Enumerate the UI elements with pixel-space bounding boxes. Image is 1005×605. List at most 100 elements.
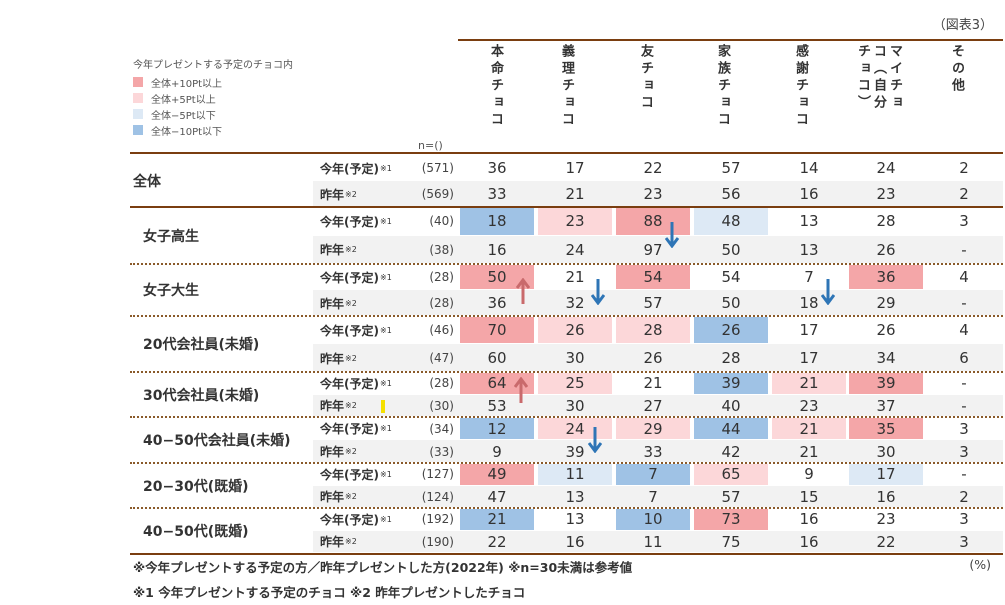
table-cell: 21 — [643, 374, 663, 393]
table-cell: 21 — [460, 509, 534, 530]
footnote-mark: ※1 — [379, 325, 392, 335]
table-cell: 49 — [460, 464, 534, 485]
group-label: 30代会社員(未婚) — [143, 387, 260, 404]
table-cell: 7 — [648, 487, 658, 506]
row-label: 昨年 ※2 — [320, 345, 357, 371]
sample-size: (40) — [429, 214, 454, 229]
row-label-text: 昨年 — [320, 187, 345, 202]
footnote-mark: ※1 — [379, 514, 392, 524]
table-cell: 13 — [565, 487, 585, 506]
footnote-mark: ※1 — [379, 163, 392, 173]
up-arrow-icon — [515, 277, 531, 304]
row-label-text: 昨年 — [320, 296, 345, 311]
table-cell: 33 — [643, 442, 663, 461]
row-label: 今年(予定) ※1 — [320, 373, 392, 394]
table-cell: 18 — [460, 208, 534, 235]
row-label-text: 昨年 — [320, 243, 345, 258]
row-label-text: 昨年 — [320, 351, 345, 366]
row-label: 昨年 ※2 — [320, 237, 357, 264]
row-label: 今年(予定) ※1 — [320, 317, 392, 343]
row-label: 今年(予定) ※1 — [320, 208, 392, 235]
table-cell: 6 — [959, 349, 969, 367]
table-cell: - — [961, 374, 967, 393]
sample-size: (34) — [429, 421, 454, 436]
table-cell: 16 — [876, 487, 896, 506]
row-label-text: 今年(予定) — [320, 512, 379, 527]
footnote-mark: ※2 — [345, 447, 357, 456]
table-cell: 7 — [616, 464, 690, 485]
row-label: 今年(予定) ※1 — [320, 156, 392, 180]
group-label: 40−50代会社員(未婚) — [143, 433, 291, 449]
row-label-text: 今年(予定) — [320, 376, 379, 391]
table-cell: - — [961, 294, 967, 312]
group-separator — [130, 263, 1003, 265]
sample-size: (127) — [421, 467, 454, 482]
row-background — [313, 235, 1003, 263]
table-cell: 18 — [799, 294, 819, 312]
legend-label: 全体+10Pt以上 — [151, 78, 223, 90]
row-background — [313, 290, 1003, 315]
table-cell: 17 — [799, 321, 819, 339]
table-cell: - — [961, 396, 967, 415]
group-separator — [130, 416, 1003, 418]
table-cell: 13 — [799, 240, 819, 259]
table-cell: 21 — [772, 418, 846, 439]
legend-item: 全体−5Pt以下 — [133, 106, 293, 122]
table-cell: 39 — [694, 373, 768, 394]
table-cell: 65 — [694, 464, 768, 485]
row-label-text: 今年(予定) — [320, 323, 379, 338]
row-label-text: 今年(予定) — [320, 422, 379, 436]
table-cell: 57 — [643, 294, 663, 312]
table-cell: 3 — [959, 442, 969, 461]
table-cell: 50 — [721, 240, 741, 259]
row-background — [313, 485, 1003, 507]
sample-size: (47) — [429, 351, 454, 365]
table-cell: 9 — [492, 442, 502, 461]
table-cell: 33 — [487, 185, 507, 203]
top-rule — [458, 39, 1003, 41]
table-cell: 73 — [694, 509, 768, 530]
table-cell: 29 — [616, 418, 690, 439]
n-label: n=() — [418, 139, 443, 152]
table-cell: 11 — [538, 464, 612, 485]
table-cell: 36 — [487, 159, 507, 177]
table-cell: 37 — [876, 396, 896, 415]
highlight-mark — [381, 400, 385, 413]
table-cell: 27 — [643, 396, 663, 415]
table-cell: 34 — [876, 349, 896, 367]
table-cell: 42 — [721, 442, 741, 461]
table-cell: 28 — [876, 212, 896, 231]
table-cell: 11 — [643, 532, 663, 551]
up-arrow-icon — [513, 376, 529, 403]
row-label-text: 昨年 — [320, 490, 345, 505]
table-cell: 54 — [616, 265, 690, 289]
table-cell: 97 — [643, 240, 663, 259]
row-label: 昨年 ※2 — [320, 291, 357, 315]
sample-size: (33) — [429, 444, 454, 459]
footnote-mark: ※1 — [379, 469, 392, 479]
column-header: 感謝チョコ — [793, 44, 808, 129]
column-header: 義理チョコ — [559, 44, 574, 129]
sample-size: (569) — [421, 187, 454, 201]
table-cell: 17 — [849, 464, 923, 485]
footnote-mark: ※1 — [379, 378, 392, 388]
row-label: 今年(予定) ※1 — [320, 509, 392, 530]
table-cell: 28 — [721, 349, 741, 367]
unit-label: (%) — [969, 557, 991, 572]
table-cell: 39 — [849, 373, 923, 394]
figure-label: （図表3） — [932, 18, 993, 33]
legend-item: 全体+5Pt以上 — [133, 90, 293, 106]
table-cell: 24 — [565, 240, 585, 259]
legend-item: 全体+10Pt以上 — [133, 74, 293, 90]
table-cell: 22 — [876, 532, 896, 551]
row-label: 今年(予定) ※1 — [320, 418, 392, 439]
table-cell: 70 — [460, 317, 534, 343]
table-cell: 22 — [487, 532, 507, 551]
row-background — [313, 344, 1003, 371]
table-cell: 88 — [616, 208, 690, 235]
table-cell: 32 — [565, 294, 585, 312]
footnote-mark: ※2 — [345, 353, 357, 363]
row-label-text: 今年(予定) — [320, 161, 379, 176]
footnote-mark: ※2 — [345, 245, 357, 255]
column-header: 友チョコ — [638, 44, 653, 112]
